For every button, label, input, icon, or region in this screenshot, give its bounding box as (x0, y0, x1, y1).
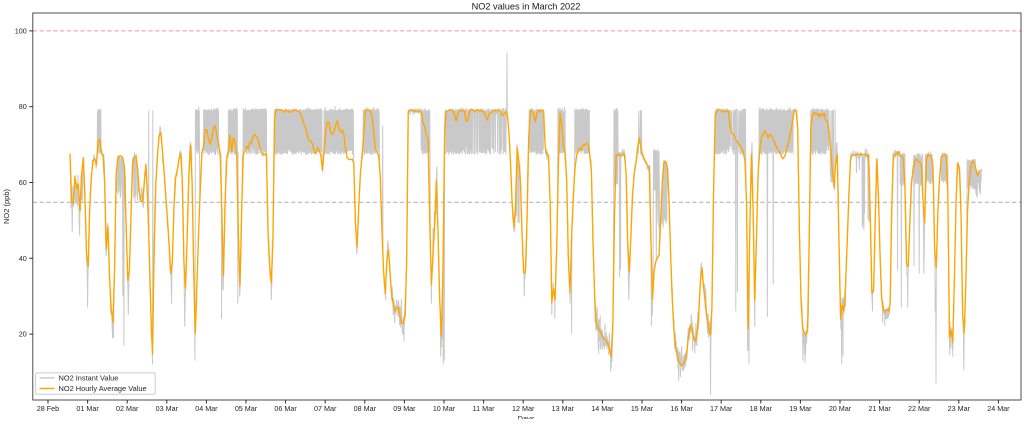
svg-text:09 Mar: 09 Mar (393, 404, 416, 413)
svg-text:19 Mar: 19 Mar (789, 404, 812, 413)
svg-text:03 Mar: 03 Mar (156, 404, 179, 413)
svg-text:20: 20 (19, 330, 27, 339)
svg-text:17 Mar: 17 Mar (710, 404, 733, 413)
svg-text:21 Mar: 21 Mar (868, 404, 891, 413)
svg-text:04 Mar: 04 Mar (195, 404, 218, 413)
svg-text:NO2 values in March 2022: NO2 values in March 2022 (472, 2, 581, 12)
svg-text:23 Mar: 23 Mar (948, 404, 971, 413)
svg-text:06 Mar: 06 Mar (274, 404, 297, 413)
svg-text:16 Mar: 16 Mar (670, 404, 693, 413)
svg-text:20 Mar: 20 Mar (829, 404, 852, 413)
svg-text:08 Mar: 08 Mar (354, 404, 377, 413)
svg-text:22 Mar: 22 Mar (908, 404, 931, 413)
svg-text:80: 80 (19, 102, 27, 111)
svg-text:10 Mar: 10 Mar (433, 404, 456, 413)
svg-text:60: 60 (19, 178, 27, 187)
svg-text:07 Mar: 07 Mar (314, 404, 337, 413)
svg-text:NO2 Instant Value: NO2 Instant Value (59, 373, 119, 382)
svg-text:12 Mar: 12 Mar (512, 404, 535, 413)
svg-text:40: 40 (19, 254, 27, 263)
svg-text:NO2 Hourly Average Value: NO2 Hourly Average Value (59, 384, 147, 393)
svg-text:28 Feb: 28 Feb (37, 404, 59, 413)
svg-text:Days: Days (517, 414, 534, 419)
svg-text:11 Mar: 11 Mar (473, 404, 495, 413)
svg-text:14 Mar: 14 Mar (591, 404, 614, 413)
svg-text:18 Mar: 18 Mar (750, 404, 773, 413)
svg-text:24 Mar: 24 Mar (987, 404, 1010, 413)
svg-text:05 Mar: 05 Mar (235, 404, 258, 413)
svg-text:01 Mar: 01 Mar (76, 404, 99, 413)
svg-text:02 Mar: 02 Mar (116, 404, 139, 413)
svg-text:100: 100 (15, 26, 27, 35)
svg-text:13 Mar: 13 Mar (552, 404, 575, 413)
svg-text:NO2 (ppb): NO2 (ppb) (2, 188, 11, 224)
svg-text:15 Mar: 15 Mar (631, 404, 654, 413)
